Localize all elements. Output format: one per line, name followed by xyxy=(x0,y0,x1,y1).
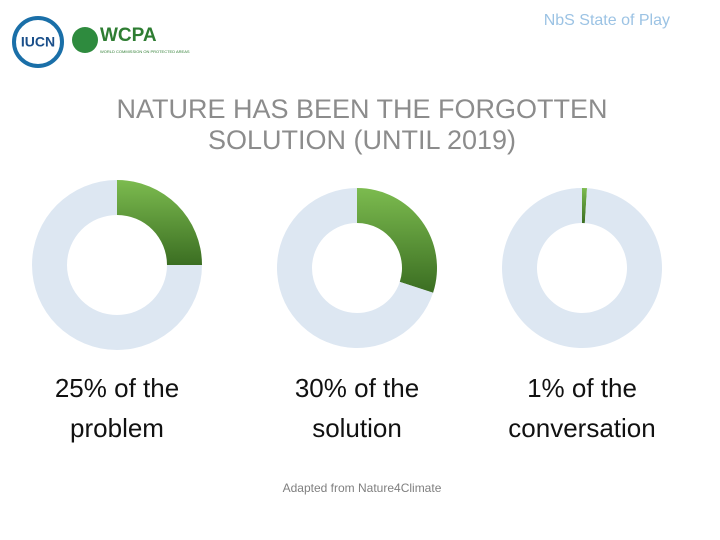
iucn-logo: IUCN xyxy=(12,16,64,68)
title-line: NATURE HAS BEEN THE FORGOTTEN xyxy=(116,94,607,124)
caption: 30% of the xyxy=(295,373,419,403)
title-line: SOLUTION (UNTIL 2019) xyxy=(208,125,516,155)
donut-segment xyxy=(357,188,437,293)
donut-segment xyxy=(502,188,663,349)
wcpa-emblem xyxy=(72,27,98,53)
donut-segment xyxy=(582,188,588,224)
caption: 1% of the xyxy=(527,373,637,403)
footer: Adapted from Nature4Climate xyxy=(283,481,442,495)
logo-ring xyxy=(12,16,64,68)
section-label: NbS State of Play xyxy=(544,12,670,29)
org-name: WCPA xyxy=(100,25,157,46)
caption: solution xyxy=(312,413,402,443)
logo-text: IUCN xyxy=(21,34,55,50)
donut-segment xyxy=(277,188,434,348)
donut-segment xyxy=(32,180,202,350)
caption: 25% of the xyxy=(55,373,179,403)
caption: conversation xyxy=(508,413,655,443)
org-subtitle: WORLD COMMISSION ON PROTECTED AREAS xyxy=(100,49,190,54)
caption: problem xyxy=(70,413,164,443)
donut-segment xyxy=(117,180,202,265)
